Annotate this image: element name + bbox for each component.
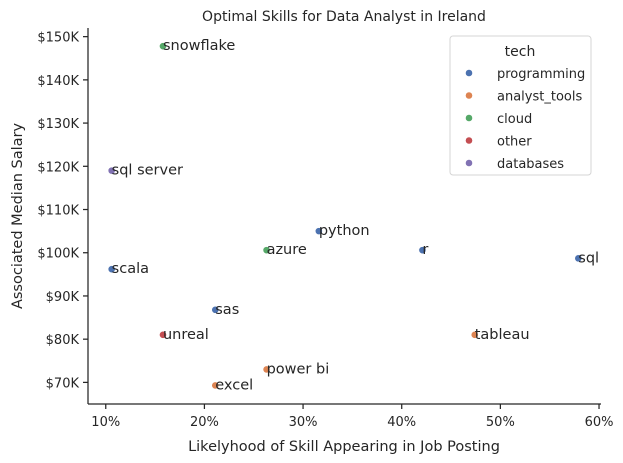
y-tick-label: $90K (46, 290, 80, 305)
legend-marker-cloud (465, 114, 473, 122)
data-label: sas (215, 302, 239, 318)
legend-marker-analyst_tools (465, 91, 473, 100)
y-tick-label: $140K (37, 74, 79, 89)
data-label: sql (578, 250, 599, 266)
legend-frame (449, 35, 592, 176)
legend-entry-cloud: cloud (497, 112, 532, 127)
y-axis-label: Associated Median Salary (10, 123, 26, 310)
data-label: scala (112, 261, 149, 277)
x-axis: 10% 20% 30% 40% 50% 60% (91, 404, 613, 430)
legend-entry-databases: databases (497, 157, 564, 172)
data-point-r (418, 246, 427, 255)
y-axis: $70K $80K $90K $100K $110K $120K $130K $140K $15… (37, 31, 88, 391)
data-point-azure (262, 246, 271, 255)
y-tick-label: $110K (37, 204, 79, 219)
y-tick-label: $70K (46, 376, 80, 391)
y-tick-label: $100K (37, 247, 79, 262)
y-tick-label: $150K (37, 31, 79, 46)
data-point-snowflake (159, 42, 167, 51)
legend-marker-programming (465, 69, 473, 77)
data-label: excel (215, 377, 253, 393)
data-point-sas (211, 305, 220, 314)
y-tick-label: $120K (37, 160, 79, 175)
x-axis-label: Likelyhood of Skill Appearing in Job Pos… (188, 439, 500, 455)
data-points: snowflake sql server python azure r sql scala s… (107, 38, 599, 393)
data-point-unreal (159, 330, 167, 339)
legend-entry-programming: programming (497, 67, 585, 82)
data-label: snowflake (163, 38, 235, 54)
x-tick-label: 50% (486, 415, 515, 430)
data-point-python (314, 227, 323, 236)
y-tick-label: $130K (37, 117, 79, 132)
legend-marker-databases (465, 159, 473, 167)
data-label: python (319, 223, 370, 239)
legend-entry-other: other (497, 135, 532, 150)
x-tick-label: 10% (91, 415, 120, 430)
data-point-power-bi (262, 365, 271, 374)
y-tick-label: $80K (46, 333, 80, 348)
legend-marker-other (465, 136, 473, 145)
legend-title: tech (505, 44, 536, 60)
data-label: tableau (475, 327, 530, 343)
x-tick-label: 20% (190, 415, 219, 430)
x-tick-label: 30% (289, 415, 318, 430)
data-label: power bi (267, 361, 330, 377)
data-label: azure (267, 242, 307, 258)
data-point-sql (574, 254, 583, 263)
legend-entry-analyst_tools: analyst_tools (497, 90, 582, 105)
data-point-sql-server (107, 166, 116, 175)
x-tick-label: 40% (387, 415, 416, 430)
x-tick-label: 60% (585, 415, 614, 430)
data-point-scala (107, 265, 116, 274)
data-label: sql server (112, 163, 183, 179)
data-label: r (422, 242, 428, 258)
chart-title: Optimal Skills for Data Analyst in Irela… (202, 9, 486, 25)
data-point-excel (211, 381, 220, 390)
data-label: unreal (163, 327, 209, 343)
data-point-tableau (470, 330, 479, 339)
